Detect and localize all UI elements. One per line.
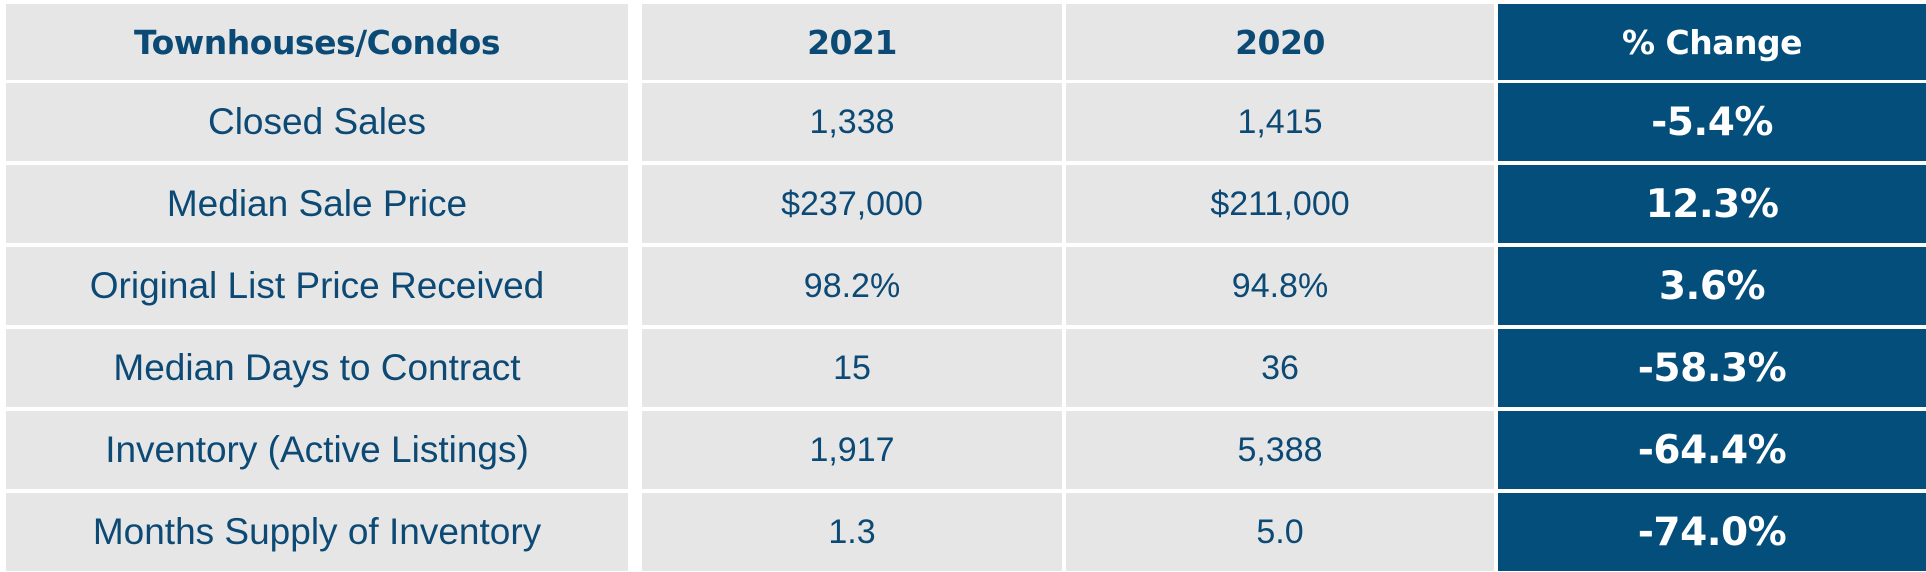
value-2021: 1,917 [809,430,895,469]
value-2020: 36 [1261,348,1299,387]
value-2020-cell: 36 [1066,329,1494,407]
column-header-townhouses-condos-cell: Townhouses/Condos [6,4,628,80]
column-header-2021-cell: 2021 [642,4,1062,80]
column-header-change: % Change [1621,22,1803,62]
table-row: Months Supply of Inventory 1.3 5.0 -74.0% [0,493,1926,571]
percent-change-cell: -5.4% [1498,83,1926,161]
row-label: Closed Sales [207,101,426,142]
column-header-townhouses-condos: Townhouses/Condos [134,22,500,62]
percent-change-cell: -74.0% [1498,493,1926,571]
value-2020-cell: 5.0 [1066,493,1494,571]
row-label-cell: Closed Sales [6,83,628,161]
percent-change: -5.4% [1651,99,1773,145]
table-row: Inventory (Active Listings) 1,917 5,388 -64… [0,411,1926,489]
value-2021: 98.2% [803,266,901,305]
percent-change-cell: 12.3% [1498,165,1926,243]
row-label-cell: Months Supply of Inventory [6,493,628,571]
value-2021-cell: 15 [642,329,1062,407]
value-2020-cell: 5,388 [1066,411,1494,489]
value-2021-cell: 98.2% [642,247,1062,325]
value-2020: 94.8% [1231,266,1329,305]
value-2021-cell: 1,917 [642,411,1062,489]
column-header-change-cell: % Change [1498,4,1926,80]
row-label: Median Days to Contract [113,347,521,388]
table-row: Original List Price Received 98.2% 94.8% 3.… [0,247,1926,325]
percent-change: -58.3% [1637,345,1787,391]
row-label-cell: Median Days to Contract [6,329,628,407]
percent-change: 12.3% [1645,181,1779,227]
value-2021-cell: 1.3 [642,493,1062,571]
row-label: Original List Price Received [89,265,545,306]
table-row: Median Days to Contract 15 36 -58.3% [0,329,1926,407]
row-label: Months Supply of Inventory [92,511,542,552]
value-2021-cell: 1,338 [642,83,1062,161]
percent-change-cell: 3.6% [1498,247,1926,325]
value-2021: $237,000 [781,184,923,223]
row-label-cell: Median Sale Price [6,165,628,243]
row-label-cell: Inventory (Active Listings) [6,411,628,489]
percent-change-cell: -58.3% [1498,329,1926,407]
column-header-2020: 2020 [1235,22,1325,62]
value-2020: 5.0 [1256,512,1304,551]
value-2020: 1,415 [1237,102,1323,141]
column-header-2021: 2021 [807,22,897,62]
percent-change-cell: -64.4% [1498,411,1926,489]
header-row: Townhouses/Condos 2021 2020 % Change [0,4,1926,80]
table-row: Closed Sales 1,338 1,415 -5.4% [0,83,1926,161]
column-header-2020-cell: 2020 [1066,4,1494,80]
value-2020-cell: 1,415 [1066,83,1494,161]
value-2020-cell: $211,000 [1066,165,1494,243]
row-label-cell: Original List Price Received [6,247,628,325]
value-2021: 1.3 [828,512,876,551]
value-2021: 15 [833,348,871,387]
percent-change: 3.6% [1658,263,1766,309]
row-label: Median Sale Price [166,183,468,224]
percent-change: -64.4% [1637,427,1787,473]
value-2021-cell: $237,000 [642,165,1062,243]
value-2021: 1,338 [809,102,895,141]
value-2020: 5,388 [1237,430,1323,469]
value-2020: $211,000 [1210,184,1350,223]
percent-change: -74.0% [1637,509,1787,555]
table-row: Median Sale Price $237,000 $211,000 12.3% [0,165,1926,243]
value-2020-cell: 94.8% [1066,247,1494,325]
row-label: Inventory (Active Listings) [105,429,529,470]
